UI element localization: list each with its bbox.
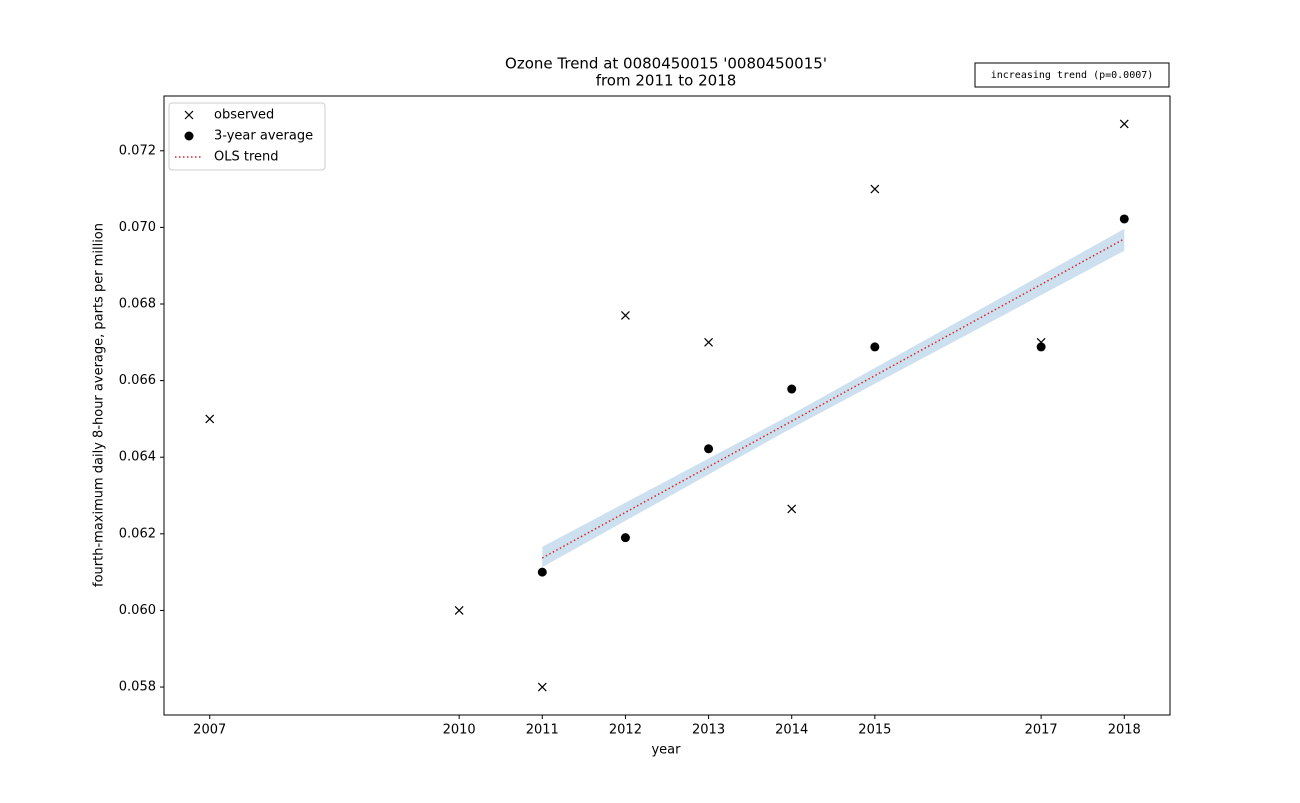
point	[620, 533, 630, 543]
y-tick-label: 0.062	[119, 526, 156, 541]
x-axis-label: year	[651, 743, 681, 758]
y-tick-label: 0.070	[119, 220, 156, 235]
point	[787, 504, 797, 514]
x-tick-label: 2014	[775, 723, 808, 738]
point	[621, 311, 630, 320]
legend-label: OLS trend	[214, 150, 279, 165]
x-tick-label: 2010	[443, 723, 476, 738]
plot-frame	[163, 95, 1171, 716]
trend-line	[541, 238, 1125, 559]
legend-label: observed	[214, 108, 274, 123]
point	[1036, 342, 1046, 352]
annotation: increasing trend (p=0.0007)	[991, 70, 1154, 81]
chart-title: Ozone Trend at 0080450015 '0080450015'	[505, 55, 827, 73]
x-tick-label: 2007	[193, 723, 226, 738]
y-axis-label: fourth-maximum daily 8-hour average, par…	[92, 223, 107, 587]
legend-marker	[184, 110, 194, 120]
x-tick-label: 2017	[1025, 723, 1058, 738]
annotation-box	[974, 62, 1170, 88]
point	[1119, 119, 1129, 129]
point	[704, 337, 713, 347]
legend-marker	[184, 131, 194, 141]
point	[870, 184, 880, 194]
point	[704, 444, 714, 454]
x-tick-label: 2018	[1108, 723, 1141, 738]
x-tick-label: 2013	[692, 723, 725, 738]
chart-subtitle: from 2011 to 2018	[596, 72, 737, 90]
point	[205, 414, 215, 424]
point	[454, 606, 464, 615]
y-tick-label: 0.064	[119, 450, 156, 465]
x-tick-label: 2015	[858, 723, 891, 738]
x-tick-label: 2011	[526, 723, 559, 738]
y-tick-label: 0.058	[119, 680, 156, 695]
y-tick-label: 0.068	[119, 296, 156, 311]
point	[870, 342, 880, 352]
y-tick-label: 0.060	[119, 603, 156, 618]
legend-box	[168, 102, 326, 171]
y-tick-label: 0.072	[119, 143, 156, 158]
point	[537, 567, 547, 577]
x-tick-label: 2012	[609, 723, 642, 738]
point	[1119, 214, 1129, 224]
point	[787, 384, 797, 394]
point	[537, 682, 547, 692]
legend-label: 3-year average	[214, 129, 313, 144]
y-tick-label: 0.066	[119, 373, 156, 388]
